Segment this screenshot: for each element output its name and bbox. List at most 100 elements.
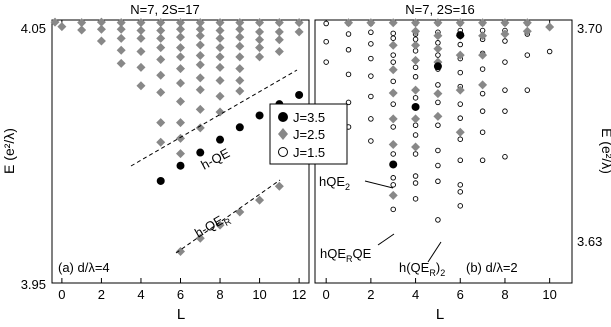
data-point-open — [457, 157, 464, 164]
panel-a-points — [50, 17, 304, 256]
data-point-open — [435, 147, 441, 154]
h-qe-fit-line — [130, 69, 298, 167]
hqer2-pointer — [427, 241, 442, 263]
y-tick-label: 3.63 — [577, 234, 602, 249]
data-point-open — [457, 136, 464, 142]
data-point-diamond — [500, 18, 510, 28]
data-point-diamond — [195, 24, 205, 34]
data-point-diamond — [235, 18, 245, 28]
data-point-diamond — [433, 89, 443, 99]
x-tick-label: 4 — [412, 287, 419, 302]
data-point-open — [323, 20, 329, 27]
data-point-open — [479, 66, 486, 72]
data-point-diamond — [215, 75, 225, 85]
data-point-diamond — [411, 55, 421, 65]
data-point-filled — [235, 123, 244, 132]
data-point-diamond — [176, 149, 185, 159]
data-point-open — [368, 41, 374, 47]
data-point-diamond — [156, 26, 166, 36]
data-point-open — [368, 138, 374, 144]
data-point-diamond — [136, 81, 146, 91]
data-point-diamond — [274, 181, 284, 191]
data-point-diamond — [215, 43, 225, 53]
data-point-open — [435, 122, 441, 128]
panel-a-y-label: E (e²/λ) — [1, 128, 17, 174]
data-point-open — [435, 52, 441, 58]
data-point-diamond — [388, 88, 398, 98]
data-point-open — [412, 95, 419, 101]
data-point-diamond — [195, 40, 205, 50]
data-point-open — [502, 59, 508, 65]
x-tick-label: 2 — [98, 287, 105, 302]
panel-a-x-label: L — [177, 306, 185, 323]
hqe2-pointer — [364, 180, 394, 189]
data-point-diamond — [388, 190, 398, 200]
data-point-open — [502, 38, 508, 44]
data-point-diamond — [156, 54, 166, 64]
data-point-diamond — [176, 97, 185, 107]
data-point-diamond — [136, 18, 146, 28]
data-point-diamond — [235, 75, 245, 85]
data-point-open — [368, 93, 374, 100]
data-point-diamond — [195, 85, 205, 95]
data-point-diamond — [235, 207, 245, 217]
data-point-open — [412, 122, 419, 128]
data-point-open — [479, 90, 486, 97]
hqer2-annotation: h(QER)2 — [399, 260, 445, 278]
data-point-diamond — [235, 64, 245, 74]
data-point-open — [412, 132, 419, 138]
data-point-diamond — [274, 18, 284, 28]
data-point-diamond — [235, 32, 245, 42]
legend-label-j35: J=3.5 — [293, 110, 325, 125]
data-point-open — [323, 38, 329, 45]
h-qer-fit-line — [175, 179, 281, 254]
data-point-diamond — [116, 24, 126, 34]
panel-b-label: (b) d/λ=2 — [466, 260, 518, 275]
data-point-diamond — [388, 114, 398, 124]
data-point-diamond — [274, 47, 284, 57]
data-point-diamond — [96, 17, 106, 27]
data-point-diamond — [176, 32, 185, 42]
data-point-diamond — [433, 18, 443, 28]
data-point-open — [457, 189, 464, 195]
data-point-diamond — [478, 50, 488, 60]
data-point-open — [345, 47, 352, 53]
data-point-diamond — [195, 73, 205, 83]
y-tick-label: 4.05 — [21, 21, 46, 36]
data-point-diamond — [96, 36, 106, 46]
hqerqe-pointer — [377, 233, 395, 246]
data-point-open — [412, 196, 419, 202]
data-point-diamond — [366, 18, 376, 28]
data-point-open — [390, 78, 396, 85]
data-point-diamond — [455, 50, 465, 60]
data-point-open — [390, 101, 396, 107]
panel-a-title: N=7, 2S=17 — [130, 2, 199, 17]
data-point-diamond — [156, 87, 166, 97]
data-point-diamond — [522, 18, 532, 28]
data-point-diamond — [156, 18, 166, 28]
data-point-open — [524, 87, 531, 93]
data-point-diamond — [433, 31, 443, 41]
data-point-diamond — [215, 18, 225, 28]
data-point-diamond — [411, 18, 421, 28]
data-point-diamond — [274, 27, 284, 37]
data-point-diamond — [156, 70, 166, 80]
data-point-diamond — [411, 85, 421, 95]
data-point-diamond — [255, 195, 265, 205]
data-point-open — [412, 74, 419, 80]
data-point-open — [368, 55, 374, 62]
data-point-open — [390, 175, 396, 181]
data-point-diamond — [116, 18, 126, 28]
data-point-open — [502, 154, 508, 160]
data-point-open — [390, 151, 396, 157]
data-point-open — [435, 162, 441, 169]
data-point-diamond — [500, 29, 510, 39]
data-point-open — [390, 206, 396, 213]
data-point-open — [390, 35, 396, 41]
panel-a-label: (a) d/λ=4 — [58, 260, 110, 275]
data-point-open — [457, 41, 464, 48]
data-point-diamond — [478, 80, 488, 90]
data-point-diamond — [478, 31, 488, 41]
data-point-open — [502, 108, 508, 114]
